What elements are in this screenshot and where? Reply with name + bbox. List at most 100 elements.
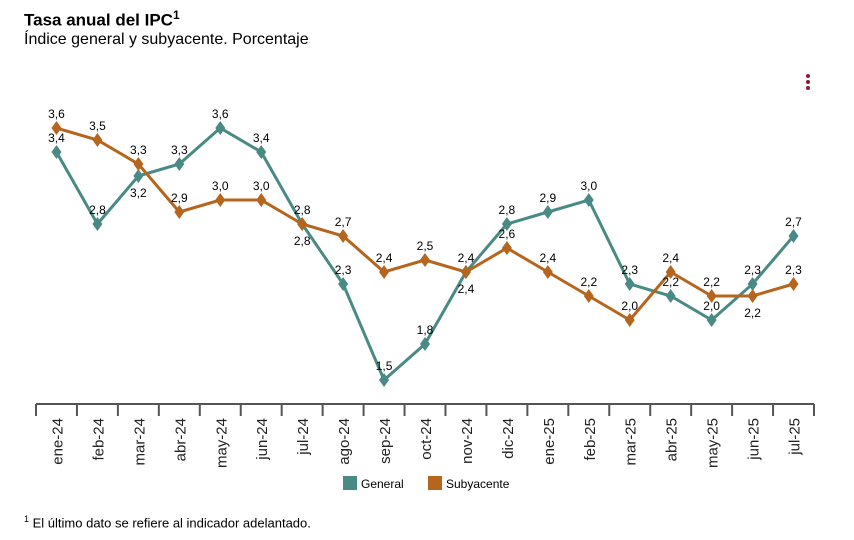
data-label: 3,3 <box>171 143 188 157</box>
data-label: 2,2 <box>580 275 597 289</box>
vertical-dots-icon[interactable] <box>804 74 812 94</box>
data-point <box>788 229 799 243</box>
x-tick-label: abr-25 <box>664 418 681 461</box>
data-label: 3,4 <box>253 131 270 145</box>
x-tick-label: mar-25 <box>623 418 640 466</box>
x-tick-label: mar-24 <box>131 418 148 466</box>
data-label: 2,4 <box>458 251 475 265</box>
x-tick-label: jul-24 <box>295 418 312 456</box>
legend-label: General <box>361 477 404 491</box>
data-label: 3,3 <box>130 143 147 157</box>
data-label: 3,6 <box>48 107 65 121</box>
x-tick-label: feb-25 <box>582 418 599 461</box>
data-point <box>501 217 512 231</box>
data-label: 2,9 <box>539 191 556 205</box>
data-label: 2,8 <box>294 203 311 217</box>
data-point <box>51 145 62 159</box>
data-point <box>420 337 430 351</box>
data-point <box>420 253 430 267</box>
chart-title: Tasa anual del IPC1 <box>24 8 180 30</box>
data-point <box>297 217 308 231</box>
data-label: 2,3 <box>785 263 802 277</box>
data-label: 2,2 <box>744 306 761 320</box>
data-label: 2,7 <box>335 215 352 229</box>
data-label: 3,0 <box>580 179 597 193</box>
chart-subtitle: Índice general y subyacente. Porcentaje <box>24 31 309 48</box>
data-label: 2,6 <box>499 227 516 241</box>
data-label: 1,8 <box>417 323 434 337</box>
data-point <box>379 265 390 279</box>
data-point <box>706 289 717 303</box>
data-label: 2,0 <box>703 299 720 313</box>
data-label: 2,3 <box>744 263 761 277</box>
x-tick-label: jul-25 <box>787 418 804 456</box>
data-point <box>338 229 349 243</box>
x-tick-label: oct-24 <box>418 418 435 460</box>
data-label: 1,5 <box>376 359 393 373</box>
data-point <box>460 265 471 279</box>
x-tick-label: may-25 <box>705 418 722 468</box>
series-line-subyacente <box>56 126 794 322</box>
data-point <box>92 133 103 147</box>
data-point <box>51 121 62 135</box>
data-point <box>133 169 144 183</box>
data-label: 2,7 <box>785 215 802 229</box>
data-point <box>174 205 185 219</box>
data-point <box>665 265 676 279</box>
x-tick-label: dic-24 <box>500 418 517 459</box>
footnote: 1 El último dato se refiere al indicador… <box>24 514 311 531</box>
data-point <box>788 277 799 291</box>
data-point <box>133 157 144 171</box>
data-label: 3,2 <box>130 186 147 200</box>
data-label: 2,2 <box>703 275 720 289</box>
data-point <box>624 313 635 327</box>
x-tick-label: jun-25 <box>746 418 763 461</box>
data-point <box>215 193 226 207</box>
data-label: 2,3 <box>335 263 352 277</box>
data-label: 2,4 <box>458 282 475 296</box>
legend-swatch <box>343 476 357 490</box>
data-point <box>624 277 635 291</box>
data-label: 3,4 <box>48 131 65 145</box>
data-label: 2,0 <box>621 299 638 313</box>
data-point <box>256 193 267 207</box>
legend-label: Subyacente <box>446 477 510 491</box>
data-label: 3,6 <box>212 107 229 121</box>
x-tick-label: feb-24 <box>90 418 107 461</box>
data-point <box>542 265 553 279</box>
data-label: 3,0 <box>212 179 229 193</box>
data-label: 2,9 <box>171 191 188 205</box>
data-label: 2,8 <box>89 203 106 217</box>
x-tick-label: ene-25 <box>541 418 558 465</box>
data-point <box>747 277 758 291</box>
data-label: 2,4 <box>376 251 393 265</box>
x-tick-label: may-24 <box>213 418 230 468</box>
data-point <box>747 289 758 303</box>
data-point <box>501 241 512 255</box>
x-tick-label: ago-24 <box>336 418 353 465</box>
data-point <box>256 145 267 159</box>
x-tick-label: nov-24 <box>459 418 476 464</box>
data-point <box>583 289 594 303</box>
data-label: 2,8 <box>294 234 311 248</box>
data-point <box>174 157 185 171</box>
data-point <box>583 193 594 207</box>
x-tick-label: sep-24 <box>377 418 394 464</box>
data-label: 2,2 <box>662 275 679 289</box>
data-label: 2,8 <box>499 203 516 217</box>
data-label: 2,3 <box>621 263 638 277</box>
data-point <box>215 121 226 135</box>
data-label: 3,0 <box>253 179 270 193</box>
data-label: 2,5 <box>417 239 434 253</box>
data-label: 2,4 <box>539 251 556 265</box>
data-label: 3,5 <box>89 119 106 133</box>
data-point <box>665 289 676 303</box>
x-tick-label: jun-24 <box>254 418 271 461</box>
data-point <box>338 277 349 291</box>
legend-swatch <box>428 476 442 490</box>
x-tick-label: ene-24 <box>49 418 66 465</box>
data-point <box>706 313 717 327</box>
data-point <box>542 205 553 219</box>
x-tick-label: abr-24 <box>172 418 189 461</box>
